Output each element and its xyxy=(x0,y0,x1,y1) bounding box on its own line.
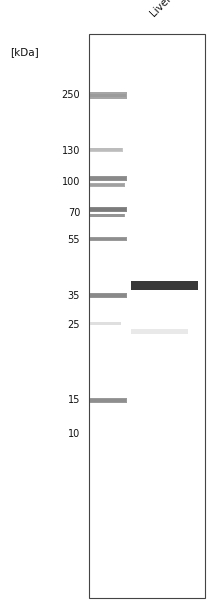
Text: [kDa]: [kDa] xyxy=(11,47,39,57)
Bar xyxy=(90,92,127,99)
Bar xyxy=(90,214,125,217)
Bar xyxy=(90,207,127,212)
Bar xyxy=(90,322,121,325)
Bar xyxy=(90,177,126,180)
Text: 35: 35 xyxy=(68,291,80,301)
Bar xyxy=(90,147,123,152)
Bar xyxy=(90,237,127,241)
Bar xyxy=(90,293,127,298)
Bar xyxy=(90,183,125,187)
Text: Liver: Liver xyxy=(148,0,173,18)
Bar xyxy=(90,322,121,325)
Bar xyxy=(90,399,126,402)
Text: 100: 100 xyxy=(62,177,80,187)
Bar xyxy=(89,34,205,598)
Bar xyxy=(131,329,188,333)
Text: 10: 10 xyxy=(68,429,80,439)
Bar xyxy=(90,214,124,217)
Text: 70: 70 xyxy=(68,208,80,217)
Bar xyxy=(90,398,127,403)
Text: 25: 25 xyxy=(68,320,80,330)
Bar xyxy=(90,208,126,211)
Text: 15: 15 xyxy=(68,395,80,405)
Bar xyxy=(90,148,122,151)
Bar xyxy=(90,94,126,97)
Bar xyxy=(90,176,127,181)
Text: 130: 130 xyxy=(62,146,80,156)
Text: 55: 55 xyxy=(68,235,80,245)
Bar xyxy=(90,238,126,240)
Bar xyxy=(131,281,198,290)
Bar xyxy=(90,184,124,186)
Bar xyxy=(90,294,126,298)
Text: 250: 250 xyxy=(62,91,80,100)
